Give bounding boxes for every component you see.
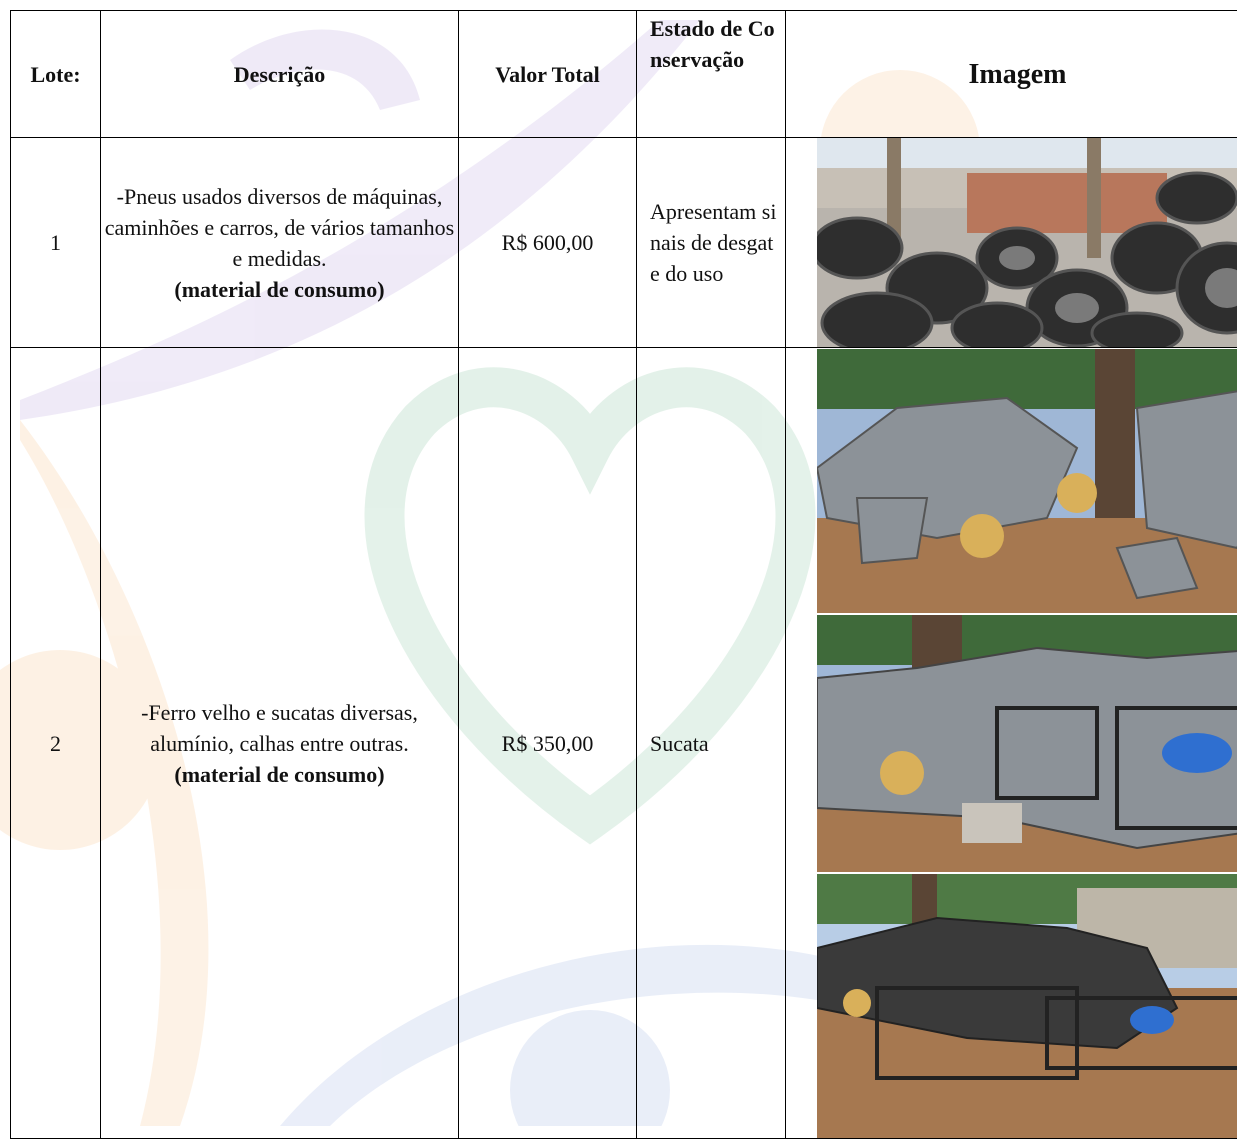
photo-scrap-1: [817, 349, 1237, 613]
description: -Ferro velho e sucatas diversas, alumíni…: [101, 348, 459, 1139]
lot-number: 2: [11, 348, 101, 1139]
value: R$ 600,00: [459, 138, 637, 348]
header-row: Lote: Descrição Valor Total Estado de Co…: [11, 11, 1237, 138]
description-text: -Ferro velho e sucatas diversas, alumíni…: [141, 700, 418, 756]
header-cell: Valor Total: [459, 11, 637, 138]
photo-scrap-2: [817, 615, 1237, 872]
header-cell: Descrição: [101, 11, 459, 138]
row: 1 -Pneus usados diversos de máquinas, ca…: [11, 138, 1237, 348]
header-cell: Lote:: [11, 11, 101, 138]
description: -Pneus usados diversos de máquinas, cami…: [101, 138, 459, 348]
photos-scrap: [817, 348, 1237, 1138]
description-text: -Pneus usados diversos de máquinas, cami…: [105, 184, 454, 271]
state: Apresentam sinais de desgate do uso: [637, 138, 786, 348]
image-cell: [786, 348, 1237, 1139]
description-note: (material de consumo): [131, 759, 428, 790]
lot-number: 1: [11, 138, 101, 348]
description-note: (material de consumo): [101, 274, 458, 305]
header-cell: Estado de Conservação: [637, 11, 786, 138]
image-cell: [786, 138, 1237, 348]
photo-scrap-3: [817, 874, 1237, 1138]
header-cell: Imagem: [786, 11, 1237, 138]
photo-tires: [817, 138, 1237, 347]
row: 2 -Ferro velho e sucatas diversas, alumí…: [11, 348, 1237, 1139]
state: Sucata: [637, 348, 786, 1139]
lots-table: Lote: Descrição Valor Total Estado de Co…: [10, 10, 1237, 1139]
value: R$ 350,00: [459, 348, 637, 1139]
